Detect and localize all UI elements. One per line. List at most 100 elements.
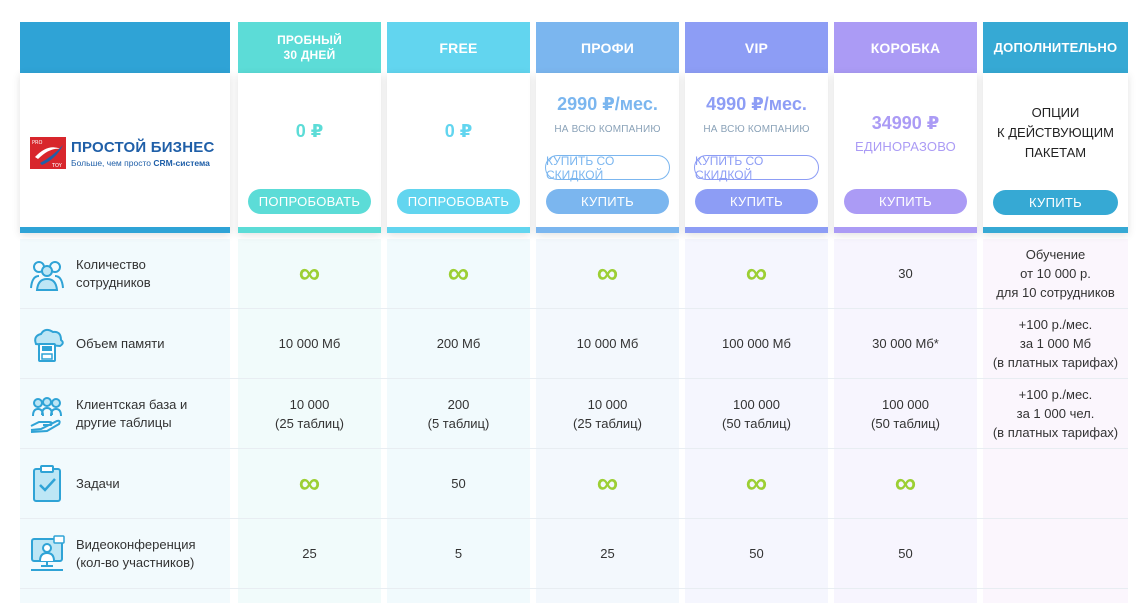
- value-cell: 200 (5 таблиц): [427, 396, 490, 431]
- feature-label-clients: Клиентская база и другие таблицы: [76, 397, 188, 430]
- plan-header-vip: VIP: [685, 22, 828, 73]
- value-cell: 50: [749, 546, 764, 561]
- value-cell: 25: [600, 546, 615, 561]
- plan-price-sub-vip: НА ВСЮ КОМПАНИЮ: [703, 124, 810, 135]
- infinity-icon: ∞: [745, 466, 768, 500]
- feature-label-employees: Количество сотрудников: [76, 257, 151, 290]
- plan-price-profi: 2990 ₽/мес.: [557, 94, 658, 114]
- discount-button-profi[interactable]: КУПИТЬ СО СКИДКОЙ: [545, 154, 670, 182]
- buy-button-profi[interactable]: КУПИТЬ: [546, 189, 669, 214]
- plan-bar-trial: [238, 227, 381, 233]
- value-cell: 50: [898, 546, 913, 561]
- infinity-icon: ∞: [298, 256, 321, 290]
- infinity-icon: ∞: [596, 256, 619, 290]
- value-cell: 10 000 (25 таблиц): [573, 396, 642, 431]
- value-cell: ∞: [685, 239, 828, 308]
- plan-header-extra: ДОПОЛНИТЕЛЬНО: [983, 22, 1128, 73]
- plan-price-trial: 0 ₽: [295, 121, 324, 141]
- plan-price-sub-profi: НА ВСЮ КОМПАНИЮ: [554, 124, 661, 135]
- value-cell: ∞: [685, 449, 828, 518]
- feature-label-tasks: Задачи: [76, 476, 120, 491]
- value-cell: 100 000 (50 таблиц): [871, 396, 940, 431]
- plan-bar-extra: [983, 227, 1128, 233]
- plan-header-profi: ПРОФИ: [536, 22, 679, 73]
- plan-card-profi: 2990 ₽/мес. НА ВСЮ КОМПАНИЮ КУПИТЬ СО СК…: [536, 73, 679, 233]
- value-cell: 100 000 (50 таблиц): [722, 396, 791, 431]
- value-cell: ∞: [387, 239, 530, 308]
- value-cell: 30 000 Мб*: [872, 336, 939, 351]
- value-cell: 10 000 Мб: [576, 336, 639, 351]
- plan-bar-vip: [685, 227, 828, 233]
- extra-cell: +100 р./мес. за 1 000 Мб (в платных тарифа…: [992, 317, 1119, 370]
- value-cell: ∞: [238, 239, 381, 308]
- extra-cell: Обучение от 10 000 р. для 10 сотрудников: [996, 247, 1115, 300]
- value-cell: ∞: [834, 449, 977, 518]
- infinity-icon: ∞: [596, 466, 619, 500]
- plan-header-free: FREE: [387, 22, 530, 73]
- row-divider: [20, 518, 1128, 519]
- clients-icon: [30, 397, 62, 433]
- plan-header-trial: ПРОБНЫЙ 30 ДНЕЙ: [238, 22, 381, 73]
- plan-card-extra: ОПЦИИ К ДЕЙСТВУЮЩИМ ПАКЕТАМ КУПИТЬ: [983, 73, 1128, 233]
- infinity-icon: ∞: [745, 256, 768, 290]
- discount-button-vip[interactable]: КУПИТЬ СО СКИДКОЙ: [694, 154, 819, 182]
- col-bg-vip: [685, 239, 828, 603]
- value-cell: 25: [302, 546, 317, 561]
- value-cell: 50: [451, 476, 466, 491]
- plan-card-free: 0 ₽ ПОПРОБОВАТЬ: [387, 73, 530, 233]
- value-cell: ∞: [536, 239, 679, 308]
- col-bg-profi: [536, 239, 679, 603]
- value-cell: 200 Мб: [436, 336, 481, 351]
- value-cell: ∞: [536, 449, 679, 518]
- extra-desc: ОПЦИИ К ДЕЙСТВУЮЩИМ ПАКЕТАМ: [997, 105, 1114, 160]
- brand-title: ПРОСТОЙ БИЗНЕС: [71, 139, 215, 156]
- plan-price-sub-box: ЕДИНОРАЗОВО: [854, 139, 956, 154]
- tasks-icon: [33, 465, 61, 502]
- col-bg-free: [387, 239, 530, 603]
- try-button-free[interactable]: ПОПРОБОВАТЬ: [397, 189, 520, 214]
- svg-text:TOY: TOY: [51, 163, 63, 169]
- brand-logo-icon: PRO TOY: [30, 137, 66, 169]
- buy-button-box[interactable]: КУПИТЬ: [844, 189, 967, 214]
- feature-label-storage: Объем памяти: [76, 336, 165, 351]
- buy-button-vip[interactable]: КУПИТЬ: [695, 189, 818, 214]
- plan-card-box: 34990 ₽ ЕДИНОРАЗОВО КУПИТЬ: [834, 73, 977, 233]
- infinity-icon: ∞: [894, 466, 917, 500]
- plan-header-box: КОРОБКА: [834, 22, 977, 73]
- row-divider: [20, 378, 1128, 379]
- cloud-storage-icon: [34, 328, 64, 362]
- brand-logo[interactable]: PRO TOY ПРОСТОЙ БИЗНЕС Больше, чем прост…: [30, 137, 230, 173]
- feature-label-video: Видеоконференция (кол-во участников): [76, 537, 196, 570]
- plan-card-vip: 4990 ₽/мес. НА ВСЮ КОМПАНИЮ КУПИТЬ СО СК…: [685, 73, 828, 233]
- employees-icon: [30, 261, 64, 291]
- svg-text:PRO: PRO: [32, 140, 42, 146]
- brand-subtitle: Больше, чем просто CRM-система: [71, 158, 210, 168]
- col-bg-extra: [983, 239, 1128, 603]
- row-divider: [20, 308, 1128, 309]
- value-cell: 30: [898, 266, 913, 281]
- plan-bar-profi: [536, 227, 679, 233]
- value-cell: 10 000 (25 таблиц): [275, 396, 344, 431]
- extra-cell: +100 р./мес. за 1 000 чел. (в платных тари…: [992, 387, 1119, 440]
- row-divider: [20, 448, 1128, 449]
- try-button-trial[interactable]: ПОПРОБОВАТЬ: [248, 189, 371, 214]
- col-bg-trial: [238, 239, 381, 603]
- value-cell: 10 000 Мб: [278, 336, 341, 351]
- plan-price-box: 34990 ₽: [871, 113, 940, 133]
- plan-bar-free: [387, 227, 530, 233]
- plan-bar-box: [834, 227, 977, 233]
- value-cell: 5: [454, 546, 463, 561]
- value-cell: ∞: [238, 449, 381, 518]
- infinity-icon: ∞: [298, 466, 321, 500]
- corner-header: [20, 22, 230, 73]
- logo-card-bar: [20, 227, 230, 233]
- value-cell: 100 000 Мб: [722, 336, 791, 351]
- col-bg-box: [834, 239, 977, 603]
- buy-button-extra[interactable]: КУПИТЬ: [993, 190, 1118, 215]
- plan-price-free: 0 ₽: [444, 121, 473, 141]
- plan-card-trial: 0 ₽ ПОПРОБОВАТЬ: [238, 73, 381, 233]
- plan-price-vip: 4990 ₽/мес.: [706, 94, 807, 114]
- video-conference-icon: [31, 535, 65, 571]
- infinity-icon: ∞: [447, 256, 470, 290]
- row-divider: [20, 588, 1128, 589]
